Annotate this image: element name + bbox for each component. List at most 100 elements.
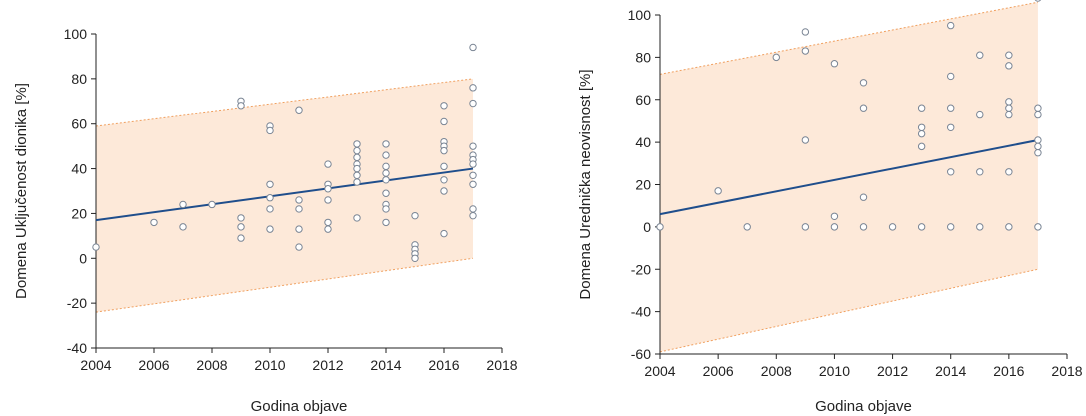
x-tick-label: 2004	[80, 357, 111, 373]
data-point	[179, 200, 187, 209]
data-point	[382, 189, 390, 197]
data-point	[1034, 223, 1042, 231]
y-tick-label: 60	[71, 116, 87, 132]
data-point	[859, 104, 868, 112]
data-point	[440, 117, 448, 126]
data-point	[947, 123, 955, 131]
x-tick-label: 2006	[703, 363, 734, 379]
y-tick-label: 100	[628, 7, 652, 23]
x-tick-label: 2008	[761, 363, 792, 379]
data-point	[1005, 110, 1013, 119]
band-lower-edge	[659, 268, 1039, 353]
data-point	[830, 60, 839, 68]
data-point	[743, 223, 751, 231]
data-point	[1005, 168, 1013, 176]
data-point	[382, 176, 390, 184]
data-point	[237, 102, 245, 110]
data-point	[266, 194, 274, 202]
data-point	[469, 180, 477, 188]
data-point	[1005, 62, 1013, 70]
data-point	[266, 126, 274, 135]
x-tick-label: 2018	[486, 357, 517, 373]
data-point	[917, 223, 926, 231]
data-point	[469, 84, 477, 92]
x-tick-label: 2016	[993, 363, 1024, 379]
data-point	[353, 146, 361, 155]
data-point	[801, 28, 810, 36]
x-tick-label: 2008	[196, 357, 227, 373]
prediction-band	[96, 78, 473, 313]
data-point	[1005, 51, 1013, 59]
data-point	[353, 140, 361, 148]
chart-2-group: -60 -40 -20 0 20 40 60 80 100 2004 2006 2008 2010 201…	[577, 0, 1083, 415]
x-tick-label: 2014	[935, 363, 966, 379]
data-point	[656, 223, 664, 231]
data-point	[382, 162, 390, 171]
x-tick-label: 2004	[644, 363, 675, 379]
data-point	[469, 171, 477, 180]
y-tick-label: 0	[79, 250, 87, 266]
x-axis-title: Godina objave	[251, 398, 348, 415]
data-point	[1034, 136, 1042, 144]
data-point	[469, 205, 477, 213]
data-point	[237, 223, 245, 231]
data-point	[382, 151, 390, 159]
data-point	[353, 171, 361, 180]
data-point	[830, 223, 839, 231]
data-point	[859, 223, 868, 231]
data-point	[976, 168, 984, 176]
data-point	[353, 178, 361, 186]
data-point	[92, 243, 100, 251]
data-point	[266, 205, 274, 213]
data-point	[208, 200, 216, 209]
data-point	[714, 187, 722, 195]
data-point	[295, 196, 303, 204]
x-tick-label: 2018	[1051, 363, 1082, 379]
data-point	[772, 53, 780, 62]
data-point	[440, 176, 448, 184]
y-tick-label: 80	[635, 49, 651, 65]
data-point	[1034, 0, 1042, 2]
data-point	[859, 79, 868, 87]
data-point	[150, 218, 158, 227]
y-tick-label: -40	[67, 340, 87, 356]
data-point	[411, 254, 419, 262]
data-point	[295, 106, 303, 114]
data-point	[469, 43, 477, 52]
y-tick-label: -20	[67, 295, 87, 311]
data-point	[947, 223, 955, 231]
data-point	[295, 243, 303, 251]
data-point	[324, 225, 332, 233]
y-tick-label: 40	[71, 161, 87, 177]
data-point	[295, 205, 303, 213]
data-point	[179, 223, 187, 231]
data-point	[917, 129, 926, 138]
data-point	[917, 123, 926, 131]
data-point	[1034, 149, 1042, 157]
data-point	[411, 211, 419, 220]
y-tick-label: 20	[71, 205, 87, 221]
data-point	[801, 136, 810, 144]
data-point	[1005, 98, 1013, 106]
data-point	[440, 102, 448, 110]
data-point	[1034, 104, 1042, 112]
data-point	[237, 214, 245, 222]
data-point	[382, 140, 390, 148]
x-tick-label: 2012	[312, 357, 343, 373]
data-point	[324, 185, 332, 193]
band-upper-edge	[659, 1, 1039, 75]
data-point	[382, 218, 390, 227]
y-axis-title: Domena Uključenost dionika [%]	[13, 83, 30, 299]
data-point	[324, 196, 332, 204]
band-upper-edge	[95, 78, 474, 127]
data-point	[976, 223, 984, 231]
data-point	[353, 214, 361, 222]
data-point	[469, 99, 477, 108]
data-point	[440, 146, 448, 155]
data-point	[947, 168, 955, 176]
data-point	[1005, 223, 1013, 231]
data-point	[382, 169, 390, 177]
y-tick-label: 20	[635, 177, 651, 193]
